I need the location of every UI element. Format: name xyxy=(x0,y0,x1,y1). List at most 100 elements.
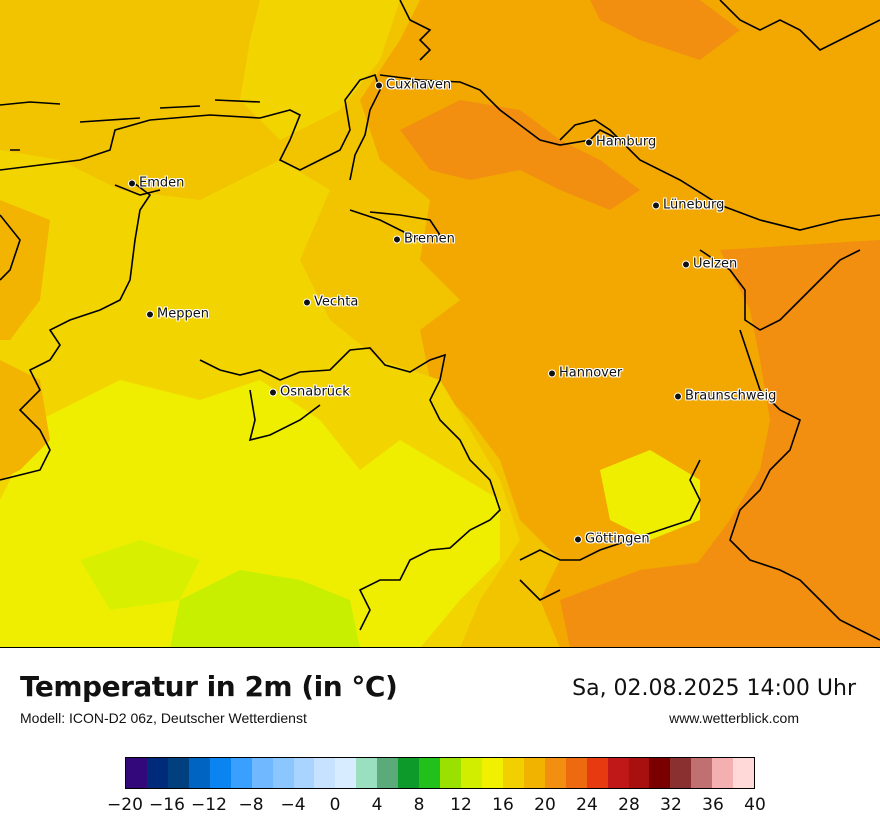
city-marker-braunschweig[interactable]: Braunschweig xyxy=(674,389,776,404)
city-marker-osnabrueck[interactable]: Osnabrück xyxy=(269,385,350,400)
color-swatch xyxy=(461,758,482,788)
city-label: Göttingen xyxy=(585,531,650,547)
scale-tick-label: 32 xyxy=(660,795,682,815)
city-dot xyxy=(574,535,582,543)
border-northeast xyxy=(719,0,880,51)
color-swatch xyxy=(167,758,189,788)
border-osnabrueck xyxy=(248,389,321,442)
scale-tick-label: 20 xyxy=(534,795,556,815)
coastline-islands xyxy=(0,99,261,151)
color-swatch xyxy=(146,758,168,788)
city-label: Emden xyxy=(139,175,185,191)
color-swatch xyxy=(523,758,545,788)
scale-tick-label: 24 xyxy=(576,795,598,815)
city-dot xyxy=(674,392,682,400)
color-swatch xyxy=(670,758,692,788)
temperature-zone-hot-elbe xyxy=(400,100,640,210)
color-swatch xyxy=(712,758,734,788)
color-swatch xyxy=(691,758,713,788)
city-label: Hamburg xyxy=(596,134,657,150)
border-hamburg xyxy=(559,119,621,141)
scale-tick-label: 12 xyxy=(450,795,472,815)
temperature-zone-cool-north xyxy=(240,0,400,140)
city-marker-vechta[interactable]: Vechta xyxy=(303,295,358,310)
map-canvas xyxy=(0,0,880,647)
temperature-zone-hot-northeast xyxy=(590,0,740,60)
color-swatch xyxy=(188,758,210,788)
temperature-zone-hot-south xyxy=(560,560,830,647)
color-swatch xyxy=(440,758,461,788)
city-dot xyxy=(548,369,556,377)
temperature-zone-green-spot xyxy=(80,540,200,610)
city-marker-uelzen[interactable]: Uelzen xyxy=(682,257,737,272)
scale-tick-label: −4 xyxy=(280,795,306,815)
scale-tick-label: 0 xyxy=(329,795,341,815)
city-marker-bremen[interactable]: Bremen xyxy=(393,232,455,247)
temperature-map: Cuxhaven Hamburg Emden Lüneburg Bremen U… xyxy=(0,0,880,648)
city-dot xyxy=(269,388,277,396)
city-dot xyxy=(375,81,383,89)
city-marker-cuxhaven[interactable]: Cuxhaven xyxy=(375,78,451,93)
ems-border xyxy=(0,179,152,481)
border-south-loop xyxy=(519,579,561,601)
city-dot xyxy=(303,298,311,306)
color-swatch xyxy=(607,758,629,788)
city-dot xyxy=(682,260,690,268)
elbe-river xyxy=(379,74,880,231)
scale-tick-label: −12 xyxy=(191,795,227,815)
city-label: Hannover xyxy=(559,365,623,381)
color-scale-ticks: −20 −16 −12 −8 −4 0 4 8 12 16 20 24 28 32 36 40 xyxy=(107,795,766,815)
color-swatch xyxy=(398,758,420,788)
color-swatch xyxy=(230,758,252,788)
city-marker-goettingen[interactable]: Göttingen xyxy=(574,532,650,547)
color-swatch xyxy=(356,758,378,788)
border-nrw xyxy=(199,347,501,631)
color-swatch xyxy=(733,758,755,788)
city-label: Cuxhaven xyxy=(386,77,452,93)
temperature-zone-hot-east xyxy=(650,240,880,647)
scale-tick-label: −16 xyxy=(149,795,185,815)
color-swatch xyxy=(419,758,441,788)
weser-river xyxy=(349,209,442,241)
temperature-zone-warm-west xyxy=(0,200,50,340)
color-swatch xyxy=(544,758,566,788)
city-marker-hannover[interactable]: Hannover xyxy=(548,366,622,381)
scale-tick-label: 40 xyxy=(744,795,766,815)
scale-tick-label: −8 xyxy=(238,795,264,815)
city-marker-hamburg[interactable]: Hamburg xyxy=(585,135,656,150)
website-link[interactable]: www.wetterblick.com xyxy=(669,710,799,726)
temperature-zone-warm-westedge xyxy=(0,360,50,480)
border-emden xyxy=(114,184,161,196)
coastline-north xyxy=(0,73,381,181)
scale-tick-label: −20 xyxy=(107,795,143,815)
city-dot xyxy=(128,179,136,187)
border-north-small xyxy=(399,0,432,61)
city-marker-lueneburg[interactable]: Lüneburg xyxy=(652,198,724,213)
color-swatch xyxy=(209,758,231,788)
scale-tick-label: 16 xyxy=(492,795,514,815)
city-marker-meppen[interactable]: Meppen xyxy=(146,307,209,322)
city-dot xyxy=(652,201,660,209)
scale-tick-label: 28 xyxy=(618,795,640,815)
scale-tick-label: 4 xyxy=(371,795,383,815)
color-scale xyxy=(125,757,755,789)
color-swatch xyxy=(377,758,399,788)
border-east xyxy=(699,249,861,331)
city-dot xyxy=(146,310,154,318)
temperature-zone-green-south xyxy=(170,570,360,647)
color-swatch xyxy=(314,758,336,788)
color-swatch xyxy=(272,758,294,788)
border-south xyxy=(519,459,701,561)
model-subtitle: Modell: ICON-D2 06z, Deutscher Wetterdie… xyxy=(20,710,307,726)
borders xyxy=(0,0,880,641)
border-east-south xyxy=(729,329,880,641)
city-marker-emden[interactable]: Emden xyxy=(128,176,184,191)
color-swatch xyxy=(628,758,650,788)
color-swatch xyxy=(293,758,315,788)
scale-tick-label: 36 xyxy=(702,795,724,815)
color-swatch xyxy=(481,758,503,788)
map-title: Temperatur in 2m (in °C) xyxy=(20,670,398,703)
city-dot xyxy=(393,235,401,243)
city-label: Bremen xyxy=(404,231,455,247)
city-label: Braunschweig xyxy=(685,388,777,404)
